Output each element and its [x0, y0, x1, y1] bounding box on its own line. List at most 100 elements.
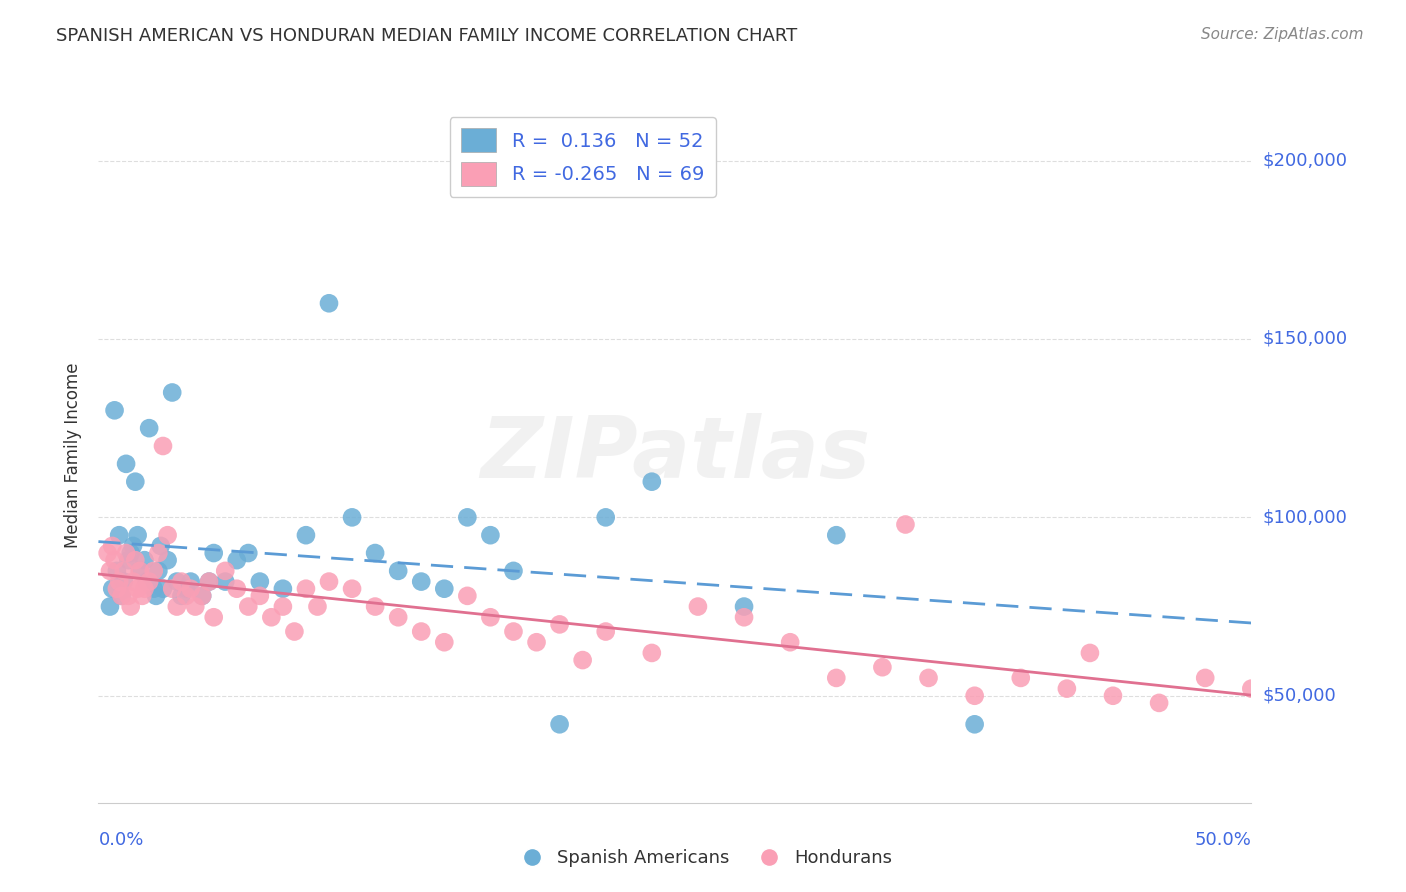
Point — [202, 546, 225, 560]
Point — [479, 528, 502, 542]
Point — [260, 610, 283, 624]
Point — [733, 599, 755, 614]
Point — [872, 660, 894, 674]
Point — [105, 564, 128, 578]
Point — [174, 589, 197, 603]
Point — [295, 582, 318, 596]
Point — [134, 582, 156, 596]
Point — [387, 564, 409, 578]
Point — [963, 689, 986, 703]
Point — [963, 717, 986, 731]
Point — [894, 517, 917, 532]
Point — [295, 528, 318, 542]
Point — [318, 296, 340, 310]
Text: ZIPatlas: ZIPatlas — [479, 413, 870, 497]
Point — [340, 510, 363, 524]
Point — [142, 564, 165, 578]
Point — [340, 582, 363, 596]
Point — [249, 589, 271, 603]
Point — [166, 599, 188, 614]
Point — [191, 589, 214, 603]
Point — [122, 539, 145, 553]
Point — [110, 589, 132, 603]
Point — [225, 553, 247, 567]
Point — [112, 564, 135, 578]
Point — [214, 564, 236, 578]
Point — [115, 457, 138, 471]
Point — [641, 475, 664, 489]
Point — [160, 582, 183, 596]
Point — [1078, 646, 1101, 660]
Point — [825, 671, 848, 685]
Point — [108, 528, 131, 542]
Point — [127, 528, 149, 542]
Point — [131, 589, 153, 603]
Point — [202, 610, 225, 624]
Point — [595, 624, 617, 639]
Point — [283, 624, 305, 639]
Point — [1240, 681, 1263, 696]
Point — [411, 624, 433, 639]
Point — [502, 564, 524, 578]
Point — [271, 599, 294, 614]
Point — [479, 610, 502, 624]
Point — [134, 553, 156, 567]
Point — [456, 510, 478, 524]
Point — [502, 624, 524, 639]
Point — [97, 546, 120, 560]
Point — [152, 439, 174, 453]
Point — [595, 510, 617, 524]
Point — [135, 574, 157, 589]
Point — [733, 610, 755, 624]
Point — [152, 582, 174, 596]
Point — [548, 617, 571, 632]
Text: $150,000: $150,000 — [1263, 330, 1348, 348]
Point — [571, 653, 593, 667]
Point — [117, 553, 139, 567]
Y-axis label: Median Family Income: Median Family Income — [65, 362, 83, 548]
Point — [120, 599, 142, 614]
Legend: Spanish Americans, Hondurans: Spanish Americans, Hondurans — [506, 842, 900, 874]
Point — [641, 646, 664, 660]
Text: SPANISH AMERICAN VS HONDURAN MEDIAN FAMILY INCOME CORRELATION CHART: SPANISH AMERICAN VS HONDURAN MEDIAN FAMI… — [56, 27, 797, 45]
Point — [411, 574, 433, 589]
Point — [198, 574, 221, 589]
Point — [238, 599, 260, 614]
Point — [456, 589, 478, 603]
Point — [101, 582, 124, 596]
Point — [112, 574, 135, 589]
Point — [138, 421, 160, 435]
Point — [238, 546, 260, 560]
Point — [180, 582, 202, 596]
Point — [170, 574, 193, 589]
Point — [124, 475, 146, 489]
Point — [101, 539, 124, 553]
Point — [364, 599, 387, 614]
Point — [108, 574, 131, 589]
Point — [917, 671, 939, 685]
Point — [148, 546, 170, 560]
Text: 50.0%: 50.0% — [1195, 830, 1251, 848]
Point — [98, 599, 121, 614]
Text: $200,000: $200,000 — [1263, 152, 1348, 169]
Point — [1194, 671, 1216, 685]
Point — [318, 574, 340, 589]
Point — [1147, 696, 1170, 710]
Point — [180, 574, 202, 589]
Point — [166, 574, 188, 589]
Point — [148, 564, 170, 578]
Point — [115, 546, 138, 560]
Point — [686, 599, 709, 614]
Point — [307, 599, 329, 614]
Point — [433, 582, 456, 596]
Point — [124, 553, 146, 567]
Point — [170, 589, 193, 603]
Point — [825, 528, 848, 542]
Point — [129, 564, 152, 578]
Point — [129, 564, 152, 578]
Point — [105, 582, 128, 596]
Point — [149, 539, 172, 553]
Point — [174, 582, 197, 596]
Point — [138, 574, 160, 589]
Point — [433, 635, 456, 649]
